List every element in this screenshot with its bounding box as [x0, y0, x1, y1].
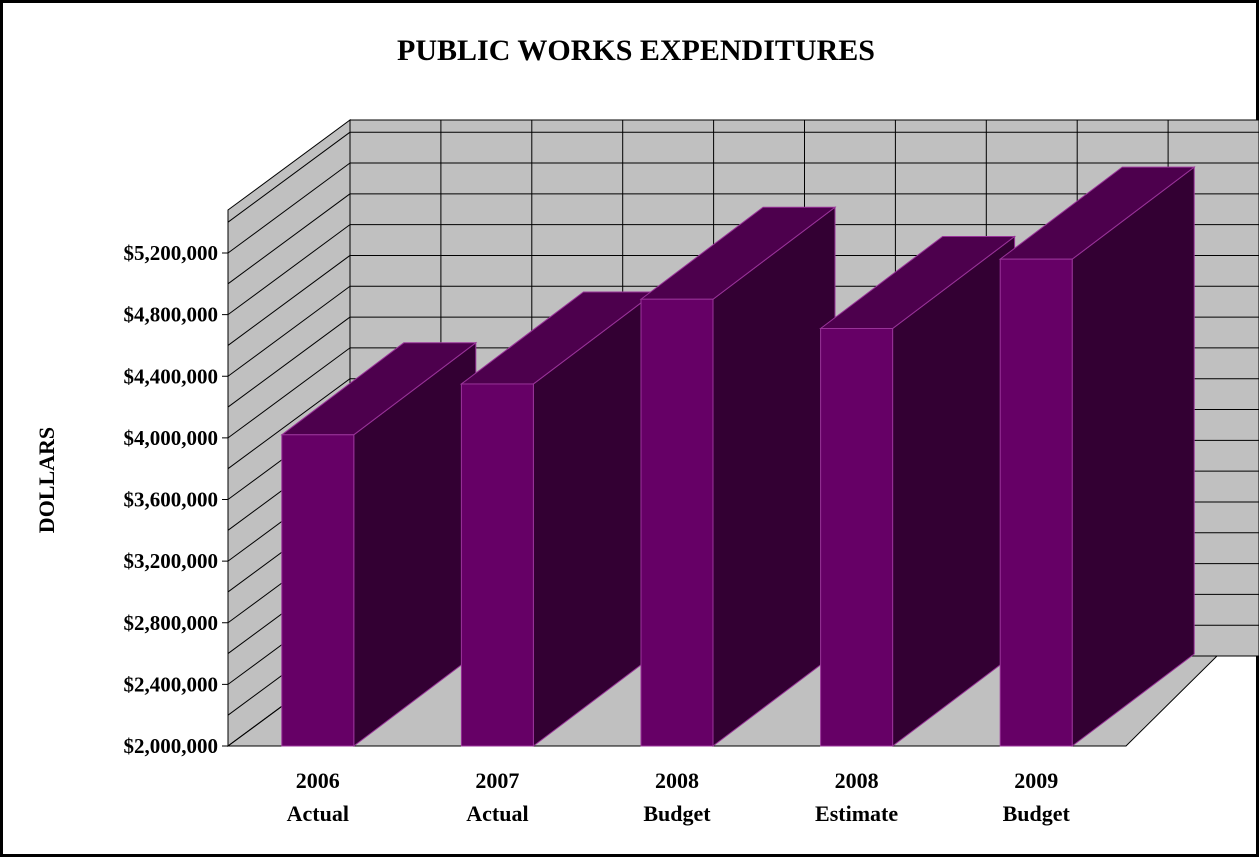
y-tick-label: $2,000,000 — [124, 734, 219, 758]
y-tick-label: $4,800,000 — [124, 303, 219, 327]
x-tick-label-line2: Estimate — [815, 801, 898, 826]
y-tick-label: $4,400,000 — [124, 364, 219, 388]
bar — [998, 166, 1196, 748]
x-tick-label-line2: Budget — [1003, 801, 1071, 826]
bar-front — [999, 258, 1073, 747]
x-tick-label-line1: 2007 — [475, 768, 519, 793]
y-tick-label: $3,600,000 — [124, 488, 219, 512]
bar-front — [460, 383, 534, 747]
bar-front — [820, 327, 894, 747]
x-tick-label-line1: 2009 — [1014, 768, 1058, 793]
gridline-side — [227, 316, 351, 408]
y-tick-labels: $2,000,000 $2,400,000 $2,800,000 $3,200,000… — [124, 241, 228, 758]
gridline-side — [227, 255, 351, 346]
x-tick-label-line2: Actual — [287, 801, 349, 826]
bars — [280, 166, 1196, 748]
bar — [280, 341, 478, 748]
bar-front — [640, 298, 714, 747]
gridline-side — [227, 193, 351, 285]
y-tick-label: $5,200,000 — [124, 241, 219, 265]
chart-title: PUBLIC WORKS EXPENDITURES — [397, 34, 875, 67]
x-tick-label-line2: Budget — [643, 801, 711, 826]
y-tick-label: $2,400,000 — [124, 672, 219, 696]
x-tick-label-line1: 2006 — [296, 768, 340, 793]
bar — [819, 235, 1017, 748]
bar — [639, 206, 837, 748]
x-tick-labels: 2006 Actual 2007 Actual 2008 Budget 2008 Estima… — [287, 768, 1071, 826]
y-tick-label: $2,800,000 — [124, 611, 219, 635]
x-tick-label-line1: 2008 — [835, 768, 879, 793]
gridline-side — [227, 347, 351, 439]
x-tick-label-line1: 2008 — [655, 768, 699, 793]
x-tick-label-line2: Actual — [466, 801, 528, 826]
bar-side — [1071, 166, 1195, 748]
y-axis-title: DOLLARS — [34, 427, 59, 533]
bar-side — [712, 206, 836, 748]
bar — [459, 290, 657, 748]
gridline-side — [227, 131, 351, 223]
y-tick-label: $4,000,000 — [124, 426, 219, 450]
gridline-side — [227, 378, 351, 470]
bar-front — [281, 434, 355, 747]
gridline-side — [227, 224, 351, 316]
y-tick-label: $3,200,000 — [124, 549, 219, 573]
gridline-side — [227, 285, 351, 377]
gridline-side — [227, 162, 351, 254]
